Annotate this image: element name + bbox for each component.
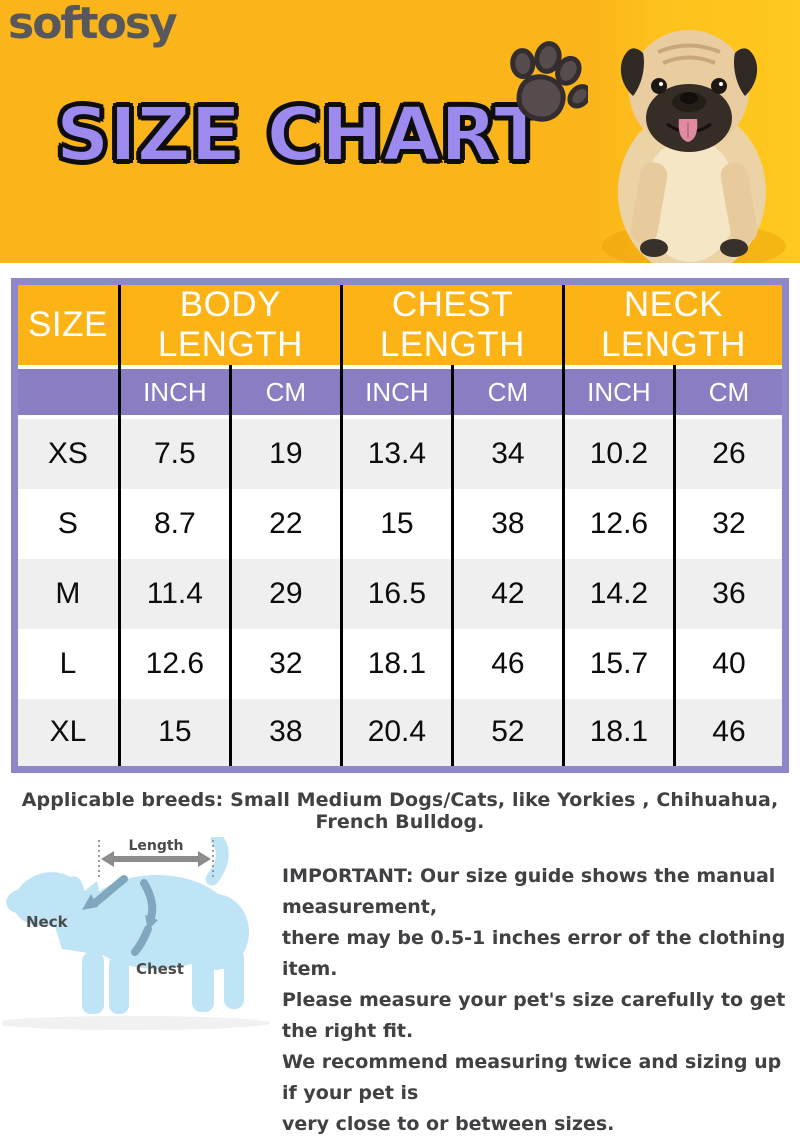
unit-header-inch: INCH <box>561 369 675 415</box>
measurement-cell: 11.4 <box>117 559 231 629</box>
col-header-neck-length: NECK LENGTH <box>561 281 786 365</box>
banner: softosy SIZE CHART <box>0 0 800 263</box>
measurement-cell: 19 <box>228 419 342 489</box>
table-row: S 8.7 22 15 38 12.6 32 <box>14 489 786 559</box>
length-label: Length <box>128 838 183 854</box>
unit-header-inch: INCH <box>117 369 231 415</box>
measurement-section: Length Neck Chest IMPORTANT: Our size gu… <box>0 836 800 1140</box>
col-header-size: SIZE <box>14 281 120 365</box>
unit-header-inch: INCH <box>339 369 453 415</box>
measurement-cell: 16.5 <box>339 559 453 629</box>
measurement-cell: 10.2 <box>561 419 675 489</box>
size-label-cell: M <box>14 559 120 629</box>
unit-header-empty <box>14 369 120 415</box>
measurement-cell: 15.7 <box>561 629 675 699</box>
measurement-cell: 38 <box>228 699 342 769</box>
measurement-cell: 42 <box>450 559 564 629</box>
measurement-cell: 36 <box>672 559 786 629</box>
table-row: XL 15 38 20.4 52 18.1 46 <box>14 699 786 769</box>
measurement-cell: 32 <box>672 489 786 559</box>
measurement-cell: 18.1 <box>561 699 675 769</box>
measurement-cell: 52 <box>450 699 564 769</box>
table-row: L 12.6 32 18.1 46 15.7 40 <box>14 629 786 699</box>
size-label-cell: S <box>14 489 120 559</box>
brand-logo: softosy <box>8 0 178 49</box>
measurement-cell: 38 <box>450 489 564 559</box>
table-unit-header-row: INCH CM INCH CM INCH CM <box>14 369 786 415</box>
measurement-cell: 46 <box>672 699 786 769</box>
page-title: SIZE CHART <box>55 91 545 179</box>
measurement-cell: 46 <box>450 629 564 699</box>
measurement-cell: 40 <box>672 629 786 699</box>
header-gap-row <box>14 415 786 419</box>
size-label-cell: XL <box>14 699 120 769</box>
measurement-cell: 12.6 <box>561 489 675 559</box>
measurement-cell: 18.1 <box>339 629 453 699</box>
unit-header-cm: CM <box>228 369 342 415</box>
unit-header-cm: CM <box>672 369 786 415</box>
paw-icon <box>510 41 592 122</box>
measurement-cell: 7.5 <box>117 419 231 489</box>
col-header-chest-length: CHEST LENGTH <box>339 281 564 365</box>
measurement-cell: 13.4 <box>339 419 453 489</box>
table-row: XS 7.5 19 13.4 34 10.2 26 <box>14 419 786 489</box>
measurement-cell: 8.7 <box>117 489 231 559</box>
measurement-cell: 26 <box>672 419 786 489</box>
dog-measurement-diagram: Length Neck Chest <box>2 836 270 1030</box>
table-group-header-row: SIZE BODY LENGTH CHEST LENGTH NECK LENGT… <box>14 281 786 365</box>
applicable-breeds-text: Applicable breeds: Small Medium Dogs/Cat… <box>21 788 779 833</box>
table-row: M 11.4 29 16.5 42 14.2 36 <box>14 559 786 629</box>
measurement-cell: 14.2 <box>561 559 675 629</box>
col-header-body-length: BODY LENGTH <box>117 281 342 365</box>
chest-label: Chest <box>136 960 184 978</box>
size-label-cell: XS <box>14 419 120 489</box>
pug-photo <box>588 0 800 263</box>
measurement-cell: 32 <box>228 629 342 699</box>
important-note: IMPORTANT: Our size guide shows the manu… <box>282 864 786 1135</box>
measurement-cell: 15 <box>339 489 453 559</box>
unit-header-cm: CM <box>450 369 564 415</box>
size-label-cell: L <box>14 629 120 699</box>
measurement-cell: 22 <box>228 489 342 559</box>
neck-label: Neck <box>26 913 69 931</box>
measurement-cell: 20.4 <box>339 699 453 769</box>
size-chart-table: SIZE BODY LENGTH CHEST LENGTH NECK LENGT… <box>11 278 789 773</box>
measurement-cell: 12.6 <box>117 629 231 699</box>
size-table-body: XS 7.5 19 13.4 34 10.2 26 S 8.7 22 15 38 12.6 32 M 11.4… <box>14 419 786 769</box>
header-gap-row <box>14 365 786 369</box>
measurement-cell: 29 <box>228 559 342 629</box>
measurement-cell: 15 <box>117 699 231 769</box>
measurement-cell: 34 <box>450 419 564 489</box>
